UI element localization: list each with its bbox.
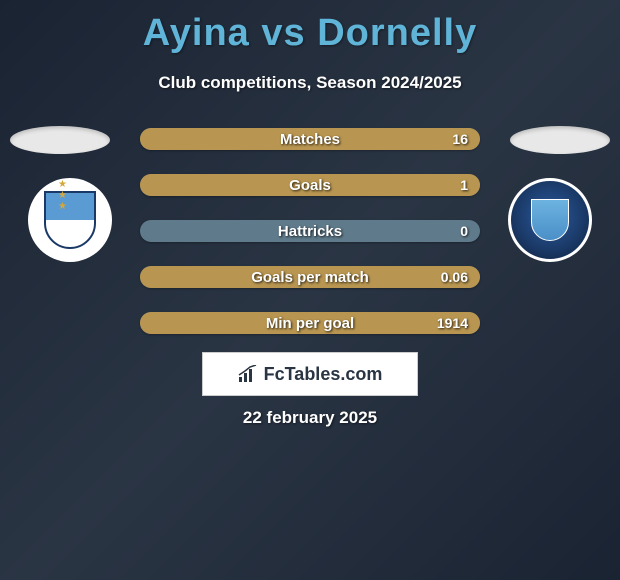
stat-label: Goals (289, 177, 331, 194)
stat-label: Hattricks (278, 223, 342, 240)
huddersfield-crest: ★ ★ ★ (28, 178, 112, 262)
logo-text: FcTables.com (264, 364, 383, 385)
fctables-logo[interactable]: FcTables.com (202, 352, 418, 396)
stat-bar: Goals per match 0.06 (140, 266, 480, 288)
stat-value: 0.06 (441, 269, 468, 285)
stat-value: 1 (460, 177, 468, 193)
stat-bar: Goals 1 (140, 174, 480, 196)
stat-bar: Matches 16 (140, 128, 480, 150)
crest-stars-icon: ★ ★ ★ (58, 179, 82, 212)
stat-value: 0 (460, 223, 468, 239)
stat-label: Min per goal (266, 315, 354, 332)
stat-value: 16 (452, 131, 468, 147)
stat-label: Goals per match (251, 269, 369, 286)
stat-value: 1914 (437, 315, 468, 331)
stat-bar: Hattricks 0 (140, 220, 480, 242)
stat-bar: Min per goal 1914 (140, 312, 480, 334)
stat-label: Matches (280, 131, 340, 148)
date-text: 22 february 2025 (243, 408, 377, 428)
subtitle: Club competitions, Season 2024/2025 (0, 73, 620, 93)
player-avatar-left (10, 126, 110, 154)
player-avatar-right (510, 126, 610, 154)
stats-bars: Matches 16 Goals 1 Hattricks 0 Goals per match… (140, 128, 480, 358)
peterborough-crest (508, 178, 592, 262)
crest-shield-icon: ★ ★ ★ (44, 191, 96, 249)
page-title: Ayina vs Dornelly (0, 0, 620, 55)
crest-shield-icon (531, 199, 569, 241)
chart-icon (238, 365, 258, 383)
